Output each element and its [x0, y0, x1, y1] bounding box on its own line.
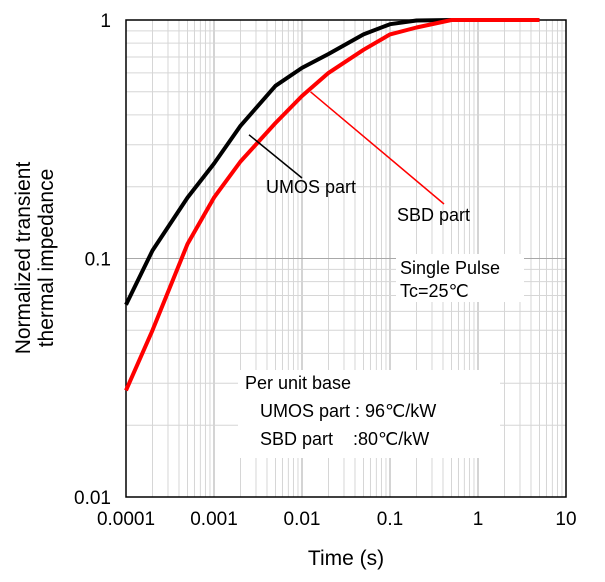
- x-tick-label: 0.001: [190, 509, 238, 530]
- tick-labels: 0.0001 0.001 0.01 0.1 1 10 0.01 0.1 1: [74, 11, 577, 530]
- per-unit-base-title: Per unit base: [245, 373, 351, 393]
- y-axis-label-line1: Normalized transient: [12, 162, 35, 355]
- series-lines: [124, 18, 540, 392]
- annotation-leaders: [248, 91, 445, 205]
- y-tick-label: 0.1: [85, 250, 111, 271]
- y-axis-label-line2: thermal impedance: [35, 169, 58, 348]
- x-axis-label: Time (s): [308, 547, 384, 570]
- per-unit-base-box: [238, 370, 500, 458]
- sbd-leader-line: [310, 91, 445, 205]
- tc-label: Tc=25℃: [400, 281, 469, 301]
- sbd-series-label: SBD part: [397, 205, 470, 225]
- x-tick-label: 1: [473, 509, 484, 530]
- y-tick-label: 0.01: [74, 488, 111, 509]
- pulse-info-box: [396, 254, 524, 302]
- x-tick-label: 10: [555, 509, 576, 530]
- single-pulse-label: Single Pulse: [400, 258, 500, 278]
- per-unit-base-umos: UMOS part : 96℃/kW: [260, 401, 436, 421]
- x-tick-label: 0.0001: [97, 509, 155, 530]
- per-unit-base-sbd: SBD part :80℃/kW: [260, 429, 429, 449]
- y-tick-label: 1: [100, 11, 111, 32]
- umos-series-label: UMOS part: [266, 177, 356, 197]
- sbd-series-line: [124, 18, 540, 392]
- x-tick-label: 0.1: [377, 509, 403, 530]
- umos-leader-line: [248, 134, 303, 179]
- x-tick-label: 0.01: [284, 509, 321, 530]
- plot-frame: [125, 19, 567, 498]
